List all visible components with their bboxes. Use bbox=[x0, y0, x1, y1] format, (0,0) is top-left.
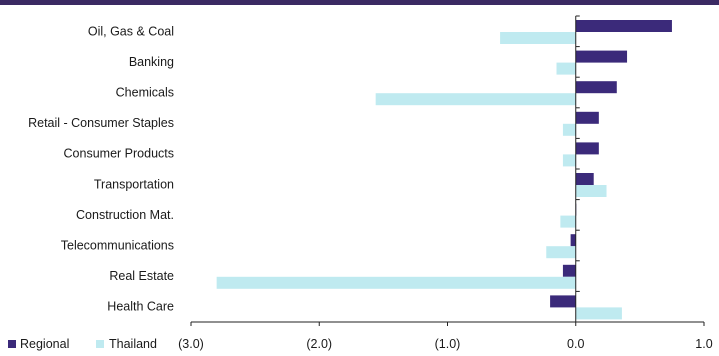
x-tick-label: (3.0) bbox=[178, 337, 204, 351]
bar-thailand-chemicals bbox=[375, 93, 576, 106]
bar-thailand-telecommunications bbox=[546, 246, 576, 259]
legend-swatch-thailand bbox=[96, 340, 104, 348]
category-label-chemicals: Chemicals bbox=[116, 86, 174, 100]
category-label-consumer-products: Consumer Products bbox=[64, 147, 174, 161]
bar-thailand-construction-mat bbox=[560, 215, 576, 228]
bar-thailand-consumer-products bbox=[562, 154, 576, 167]
bar-thailand-banking bbox=[556, 62, 576, 75]
legend: Regional Thailand bbox=[8, 337, 157, 351]
bar-regional-consumer-products bbox=[575, 142, 599, 155]
category-label-transportation: Transportation bbox=[94, 177, 174, 191]
axes-group bbox=[190, 15, 705, 326]
bar-regional-health-care bbox=[550, 295, 576, 308]
category-label-telecommunications: Telecommunications bbox=[61, 239, 174, 253]
bar-regional-oil-gas-coal bbox=[575, 20, 672, 32]
category-label-construction-mat: Construction Mat. bbox=[76, 208, 174, 222]
category-label-banking: Banking bbox=[129, 55, 174, 69]
legend-label-regional: Regional bbox=[20, 337, 69, 351]
category-label-real-estate: Real Estate bbox=[109, 269, 174, 283]
bar-regional-transportation bbox=[575, 173, 594, 185]
top-accent-bar bbox=[0, 0, 719, 5]
bar-regional-real-estate bbox=[562, 264, 576, 277]
bar-thailand-real-estate bbox=[216, 276, 576, 289]
bar-thailand-oil-gas-coal bbox=[500, 32, 576, 44]
bar-regional-retail-consumer-staples bbox=[575, 111, 599, 124]
category-label-oil-gas-coal: Oil, Gas & Coal bbox=[88, 24, 174, 38]
bar-regional-chemicals bbox=[575, 81, 617, 94]
bar-thailand-retail-consumer-staples bbox=[562, 123, 576, 136]
bar-regional-telecommunications bbox=[570, 234, 576, 247]
bar-thailand-health-care bbox=[575, 307, 622, 320]
category-label-health-care: Health Care bbox=[107, 300, 174, 314]
bar-thailand-transportation bbox=[575, 185, 607, 197]
x-tick-label: (1.0) bbox=[435, 337, 461, 351]
legend-swatch-regional bbox=[8, 340, 16, 348]
bars-group bbox=[216, 20, 672, 320]
legend-label-thailand: Thailand bbox=[109, 337, 157, 351]
x-tick-label: (2.0) bbox=[306, 337, 332, 351]
tick-labels: (3.0) (2.0) (1.0) 0.0 1.0 bbox=[178, 337, 713, 351]
category-label-retail-consumer-staples: Retail - Consumer Staples bbox=[28, 116, 174, 130]
x-tick-label: 1.0 bbox=[695, 337, 712, 351]
bar-regional-banking bbox=[575, 50, 628, 63]
category-labels: Oil, Gas & Coal Banking Chemicals Retail - … bbox=[28, 24, 174, 313]
x-tick-label: 0.0 bbox=[567, 337, 584, 351]
